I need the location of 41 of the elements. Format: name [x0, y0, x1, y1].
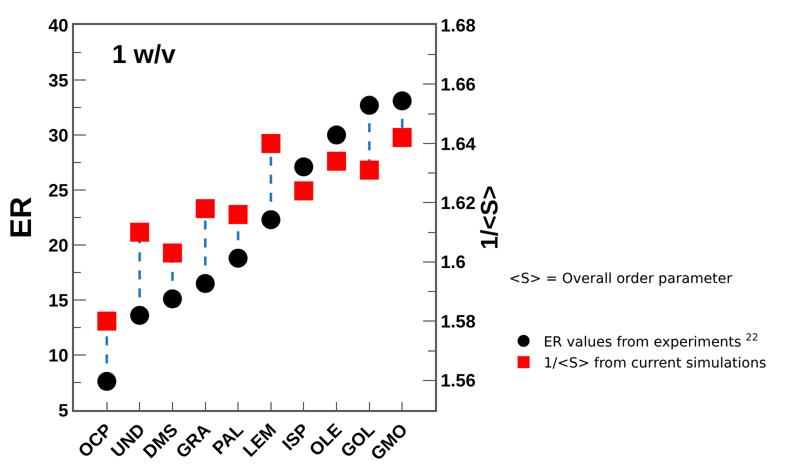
point — [130, 306, 150, 325]
point — [261, 210, 280, 230]
point — [228, 248, 248, 268]
point — [196, 199, 215, 218]
y-tick-label: 40 — [48, 15, 68, 36]
point — [228, 205, 248, 224]
point — [97, 312, 116, 331]
point — [130, 222, 150, 242]
point — [97, 372, 116, 391]
y2-tick-label: 1.6 — [440, 252, 466, 272]
y-axis-title: ER — [4, 196, 38, 238]
y2-tick-label: 1.64 — [440, 134, 476, 154]
point — [392, 91, 412, 110]
y-tick-label: 20 — [48, 235, 68, 256]
point — [360, 96, 379, 115]
y-tick-label: 30 — [48, 125, 68, 146]
y2-tick-label: 1.62 — [440, 192, 476, 213]
point — [294, 157, 314, 176]
point — [294, 181, 314, 200]
point — [261, 134, 280, 153]
y-tick-label: 5 — [58, 400, 68, 420]
y2-tick-label: 1.58 — [440, 311, 476, 332]
point — [360, 160, 379, 180]
y2-tick-label: 1.56 — [440, 370, 476, 391]
y-tick-label: 10 — [48, 345, 68, 366]
y2-tick-label: 1.66 — [440, 74, 476, 95]
point — [162, 244, 182, 263]
text: <S> = Overall order parameter — [509, 271, 732, 287]
y-tick-label: 25 — [48, 180, 68, 200]
annotation: 1 w/v — [112, 39, 176, 69]
y2-axis-title: 1/<S> — [476, 185, 504, 250]
point — [162, 289, 182, 308]
y-tick-label: 35 — [48, 70, 68, 90]
point — [327, 152, 346, 171]
y2-tick-label: 1.68 — [440, 15, 476, 36]
point — [196, 274, 215, 293]
point — [327, 126, 346, 144]
legend-label: 1/<S> from current simulations — [544, 356, 766, 372]
point — [392, 128, 412, 148]
legend-label: ER values from experiments $^{22}$ — [544, 332, 758, 350]
y-tick-label: 15 — [48, 290, 68, 310]
